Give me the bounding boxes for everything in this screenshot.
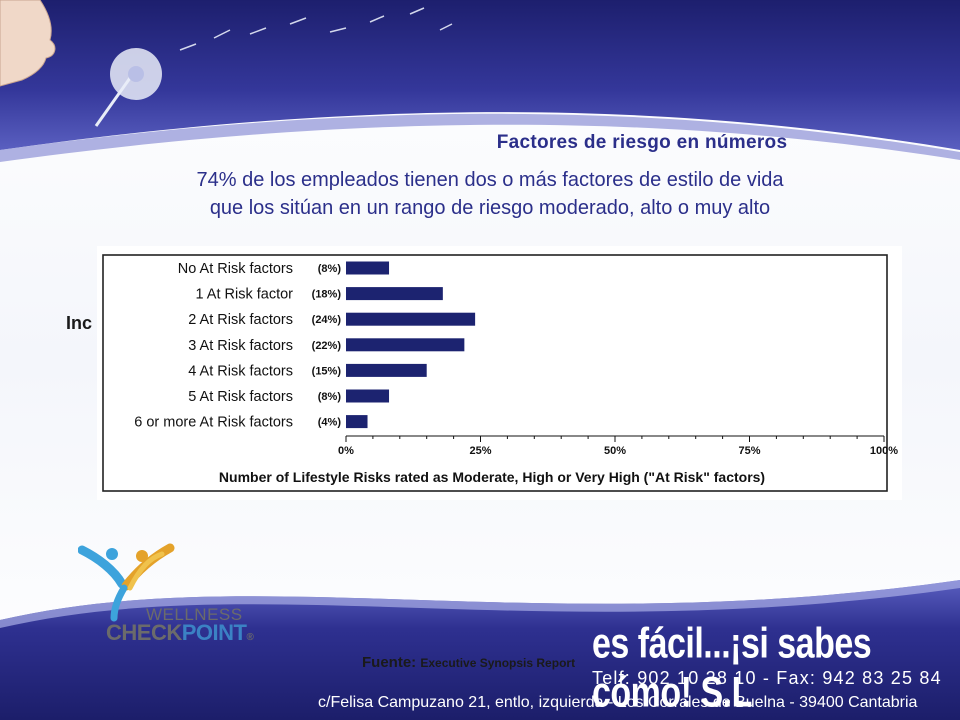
- value-label: (18%): [312, 289, 342, 301]
- bar: [346, 287, 443, 301]
- category-label: 3 At Risk factors: [188, 338, 293, 354]
- value-label: (22%): [312, 340, 342, 352]
- x-tick-label: 100%: [870, 445, 898, 457]
- bar: [346, 312, 476, 326]
- logo-point-text: POINT: [182, 620, 248, 645]
- x-tick-label: 50%: [604, 445, 626, 457]
- value-label: (8%): [318, 391, 342, 403]
- x-axis-title: Number of Lifestyle Risks rated as Moder…: [219, 469, 765, 485]
- category-label: 1 At Risk factor: [195, 287, 293, 303]
- value-label: (8%): [318, 263, 342, 275]
- bar: [346, 261, 390, 275]
- x-tick-label: 0%: [338, 445, 354, 457]
- partial-hidden-text: Inc: [66, 313, 93, 333]
- subtitle-line-1: 74% de los empleados tienen dos o más fa…: [196, 169, 784, 191]
- logo-check-text: CHECK: [106, 620, 182, 645]
- company-slogan: es fácil...¡si sabes cómo! S.L: [592, 620, 872, 717]
- wellness-checkpoint-logo: WELLNESS CHECKPOINT®: [78, 543, 255, 645]
- contact-address: c/Felisa Campuzano 21, entlo, izquierda …: [318, 694, 918, 711]
- logo-registered-mark: ®: [246, 632, 254, 643]
- page-subtitle: 74% de los empleados tienen dos o más fa…: [140, 166, 840, 222]
- category-label: 6 or more At Risk factors: [134, 415, 293, 431]
- category-label: No At Risk factors: [178, 261, 293, 277]
- x-tick-label: 25%: [469, 445, 491, 457]
- source-note: Fuente: Executive Synopsis Report: [362, 654, 575, 672]
- logo-line-1: WELLNESS: [146, 605, 243, 624]
- bar: [346, 363, 427, 377]
- bar: [346, 389, 390, 403]
- source-value: Executive Synopsis Report: [420, 656, 576, 670]
- x-tick-label: 75%: [738, 445, 760, 457]
- subtitle-line-2: que los sitúan en un rango de riesgo mod…: [209, 197, 771, 219]
- page-title: Factores de riesgo en números: [496, 132, 788, 153]
- category-label: 5 At Risk factors: [188, 389, 293, 405]
- category-label: 2 At Risk factors: [188, 312, 293, 328]
- value-label: (4%): [318, 417, 342, 429]
- contact-phone: Telf: 902 10 28 10 - Fax: 942 83 25 84: [592, 668, 942, 688]
- value-label: (15%): [312, 365, 342, 377]
- bar: [346, 415, 368, 429]
- source-label: Fuente:: [362, 654, 421, 671]
- chart-image: No At Risk factors (8%) 1 At Risk factor (1…: [97, 246, 902, 500]
- chart-frame: [102, 254, 888, 492]
- value-label: (24%): [312, 314, 342, 326]
- category-label: 4 At Risk factors: [188, 363, 293, 379]
- logo-line-2: CHECKPOINT®: [106, 620, 254, 645]
- bar: [346, 338, 465, 352]
- bar-chart: No At Risk factors (8%) 1 At Risk factor (1…: [102, 254, 898, 492]
